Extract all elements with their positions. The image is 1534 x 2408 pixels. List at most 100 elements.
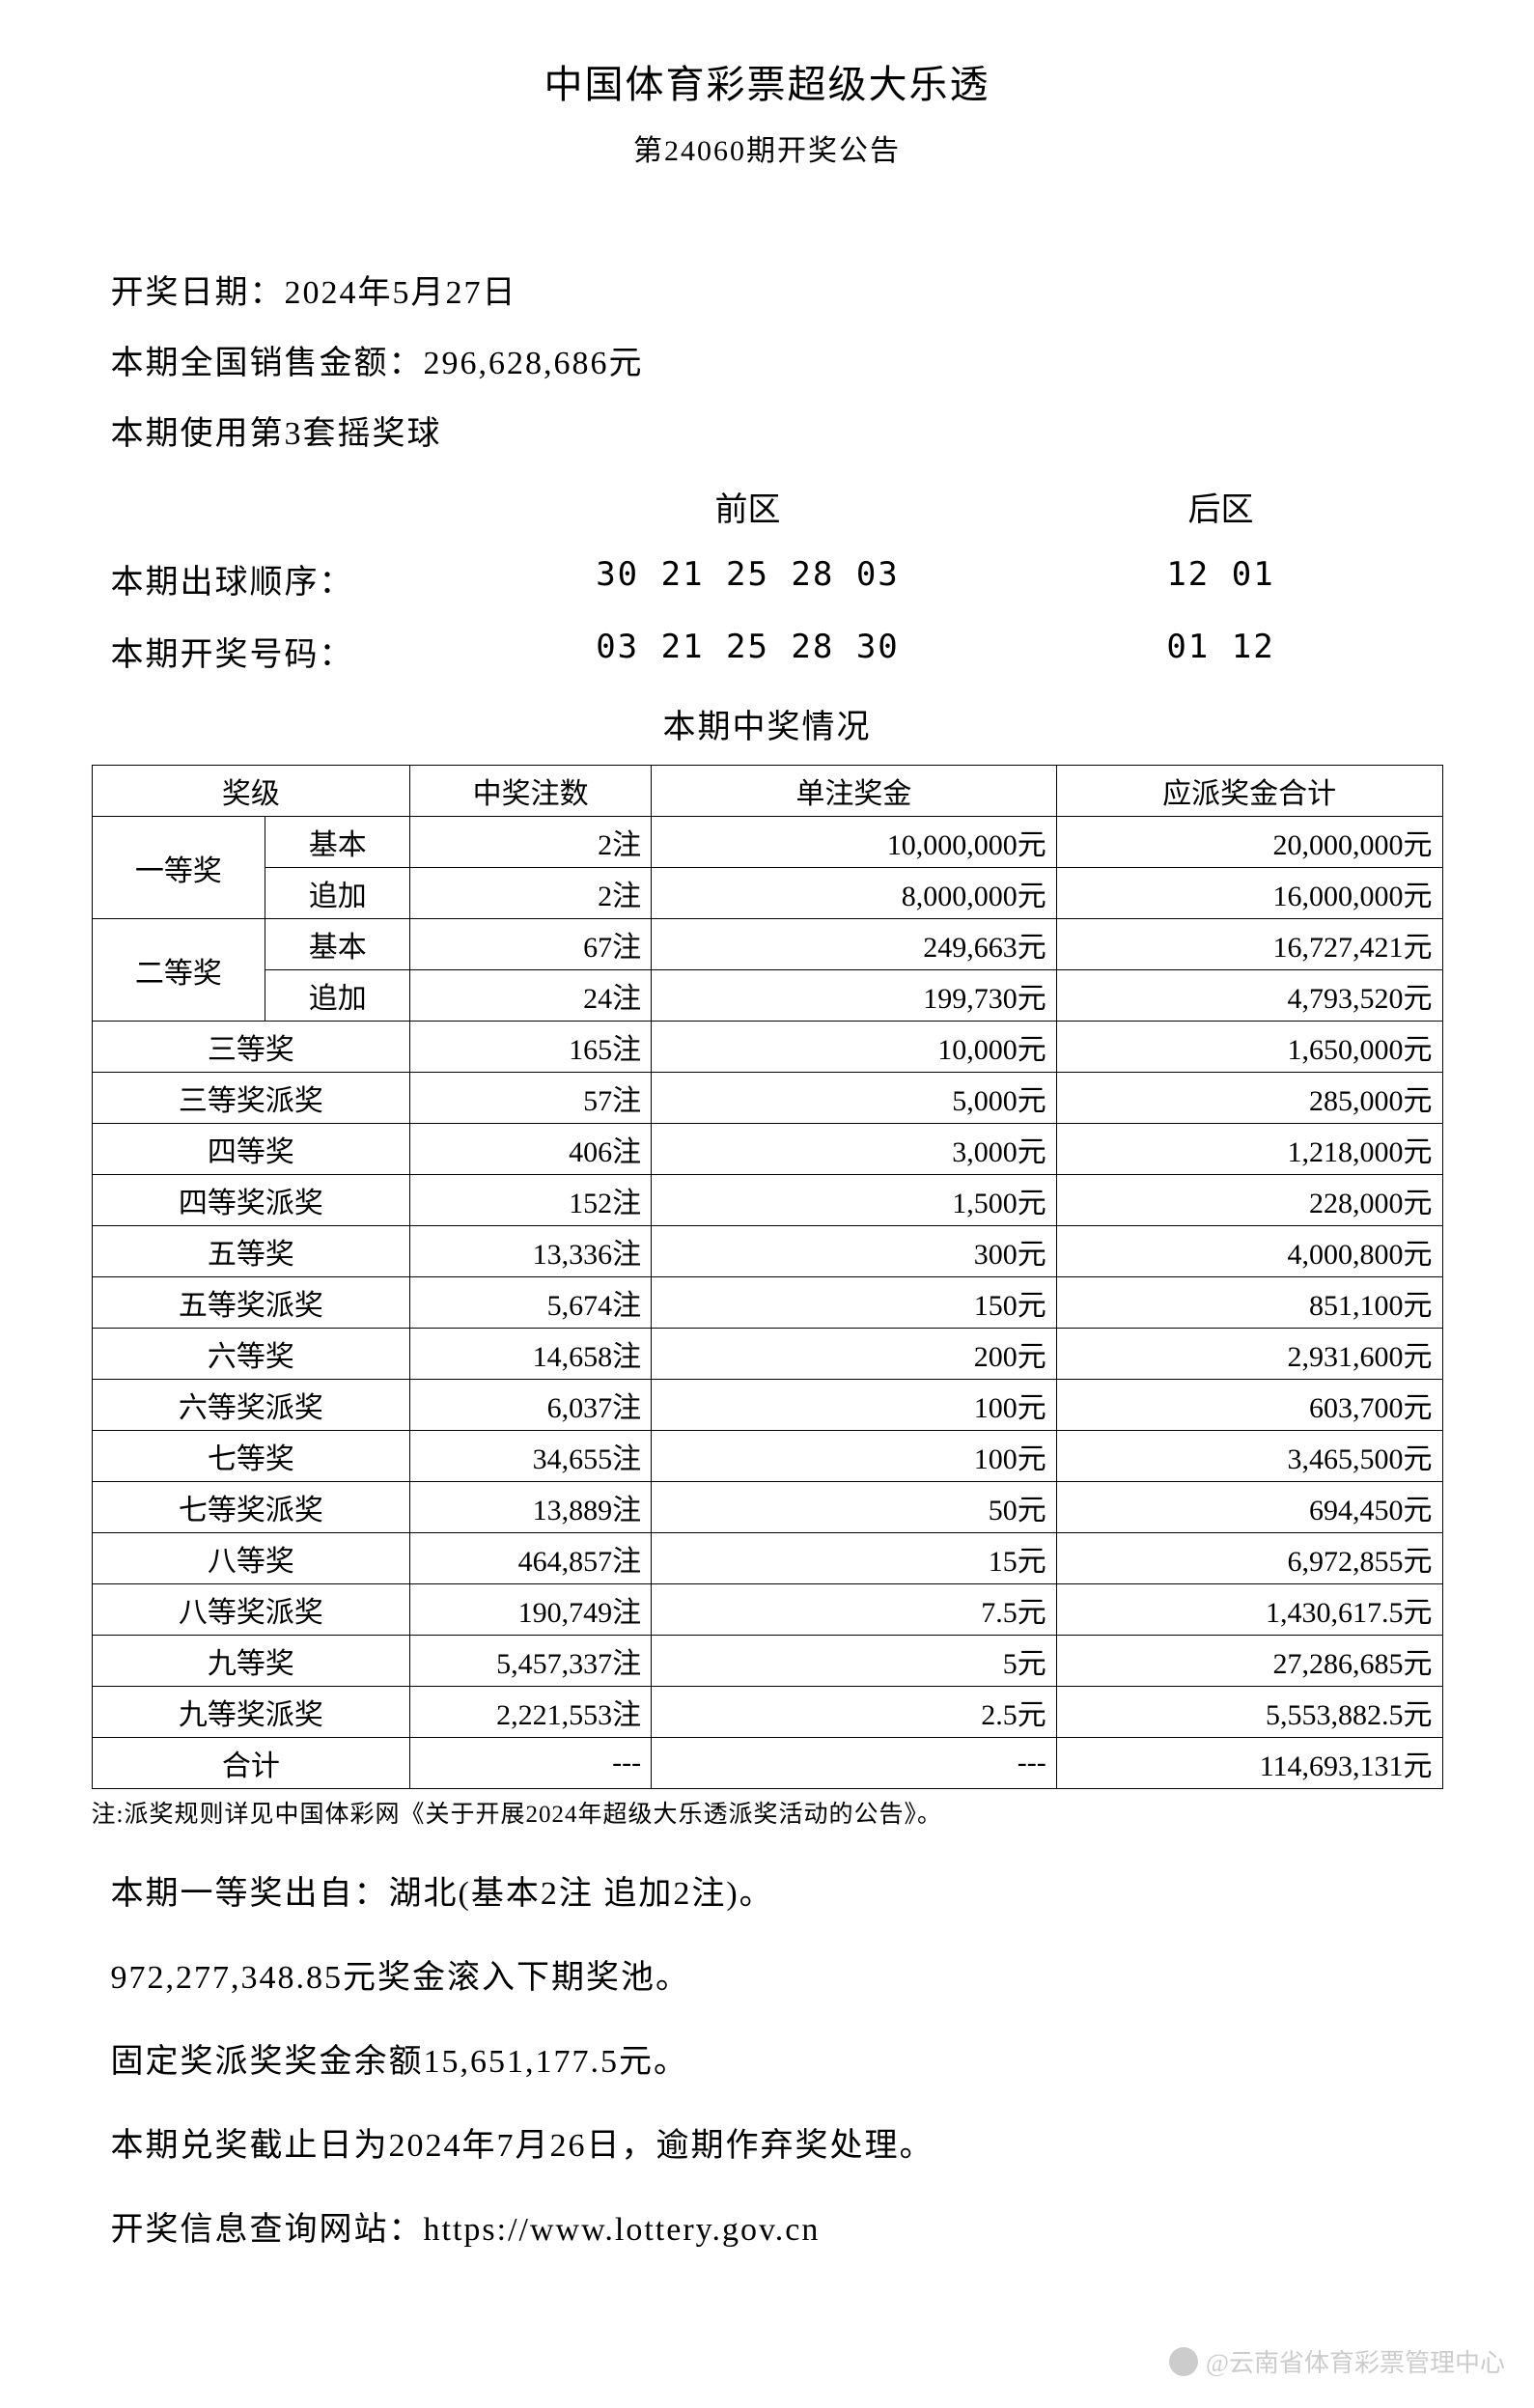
cell-level: 九等奖 <box>92 1636 410 1687</box>
cell-total: 1,218,000元 <box>1056 1124 1442 1175</box>
cell-total: 27,286,685元 <box>1056 1636 1442 1687</box>
cell-amount: 50元 <box>652 1482 1057 1533</box>
cell-amount: 200元 <box>652 1329 1057 1380</box>
cell-count: 24注 <box>410 970 652 1022</box>
back-zone-label: 后区 <box>1018 483 1424 530</box>
footer-line-2: 972,277,348.85元奖金滚入下期奖池。 <box>92 1950 1443 1998</box>
table-row: 二等奖基本67注249,663元16,727,421元 <box>92 919 1442 970</box>
cell-level: 七等奖派奖 <box>92 1482 410 1533</box>
cell-total: 228,000元 <box>1056 1175 1442 1226</box>
footer-line-1: 本期一等奖出自：湖北(基本2注 追加2注)。 <box>92 1866 1443 1914</box>
cell-amount: 2.5元 <box>652 1687 1057 1738</box>
cell-total: 16,000,000元 <box>1056 868 1442 919</box>
cell-count: 406注 <box>410 1124 652 1175</box>
cell-amount: 3,000元 <box>652 1124 1057 1175</box>
col-header-total: 应派奖金合计 <box>1056 766 1442 817</box>
cell-count: 152注 <box>410 1175 652 1226</box>
cell-amount: 8,000,000元 <box>652 868 1057 919</box>
cell-count: 67注 <box>410 919 652 970</box>
cell-total: 16,727,421元 <box>1056 919 1442 970</box>
cell-total: 3,465,500元 <box>1056 1431 1442 1482</box>
cell-level: 四等奖派奖 <box>92 1175 410 1226</box>
cell-amount: 5,000元 <box>652 1073 1057 1124</box>
cell-count: 5,457,337注 <box>410 1636 652 1687</box>
table-row: 四等奖406注3,000元1,218,000元 <box>92 1124 1442 1175</box>
cell-amount: 10,000,000元 <box>652 817 1057 868</box>
draw-date: 开奖日期：2024年5月27日 <box>92 266 1443 313</box>
cell-total: 2,931,600元 <box>1056 1329 1442 1380</box>
table-row: 三等奖派奖57注5,000元285,000元 <box>92 1073 1442 1124</box>
table-row: 追加2注8,000,000元16,000,000元 <box>92 868 1442 919</box>
watermark: @云南省体育彩票管理中心 <box>1169 2343 1505 2379</box>
table-row: 八等奖派奖190,749注7.5元1,430,617.5元 <box>92 1584 1442 1636</box>
cell-sub: 基本 <box>265 919 410 970</box>
cell-count: 34,655注 <box>410 1431 652 1482</box>
cell-total: 694,450元 <box>1056 1482 1442 1533</box>
cell-level: 一等奖 <box>92 817 265 919</box>
cell-level: 九等奖派奖 <box>92 1687 410 1738</box>
cell-total: 5,553,882.5元 <box>1056 1687 1442 1738</box>
table-row: 六等奖派奖6,037注100元603,700元 <box>92 1380 1442 1431</box>
cell-total: 603,700元 <box>1056 1380 1442 1431</box>
table-title: 本期中奖情况 <box>92 700 1443 747</box>
cell-sub: 追加 <box>265 868 410 919</box>
cell-count: 57注 <box>410 1073 652 1124</box>
cell-amount: 100元 <box>652 1380 1057 1431</box>
draw-order-back: 12 01 <box>1018 555 1424 602</box>
table-row: 四等奖派奖152注1,500元228,000元 <box>92 1175 1442 1226</box>
cell-total: 4,793,520元 <box>1056 970 1442 1022</box>
cell-amount: 10,000元 <box>652 1022 1057 1073</box>
numbers-section: 前区 后区 本期出球顺序： 30 21 25 28 03 12 01 本期开奖号… <box>92 483 1443 675</box>
cell-total: 114,693,131元 <box>1056 1738 1442 1789</box>
prize-table: 奖级 中奖注数 单注奖金 应派奖金合计 一等奖基本2注10,000,000元20… <box>92 765 1443 1789</box>
cell-total: 6,972,855元 <box>1056 1533 1442 1584</box>
table-row: 七等奖34,655注100元3,465,500元 <box>92 1431 1442 1482</box>
cell-amount: 7.5元 <box>652 1584 1057 1636</box>
cell-amount: --- <box>652 1738 1057 1789</box>
cell-count: 2,221,553注 <box>410 1687 652 1738</box>
table-note: 注:派奖规则详见中国体彩网《关于开展2024年超级大乐透派奖活动的公告》。 <box>92 1795 1443 1830</box>
cell-amount: 100元 <box>652 1431 1057 1482</box>
cell-count: 2注 <box>410 817 652 868</box>
cell-sub: 基本 <box>265 817 410 868</box>
cell-level: 二等奖 <box>92 919 265 1022</box>
cell-count: 13,889注 <box>410 1482 652 1533</box>
table-row: 八等奖464,857注15元6,972,855元 <box>92 1533 1442 1584</box>
table-row: 九等奖派奖2,221,553注2.5元5,553,882.5元 <box>92 1687 1442 1738</box>
table-row: 九等奖5,457,337注5元27,286,685元 <box>92 1636 1442 1687</box>
cell-level: 五等奖派奖 <box>92 1277 410 1329</box>
cell-count: 464,857注 <box>410 1533 652 1584</box>
ball-set: 本期使用第3套摇奖球 <box>92 406 1443 454</box>
cell-level: 八等奖派奖 <box>92 1584 410 1636</box>
footer-line-3: 固定奖派奖奖金余额15,651,177.5元。 <box>92 2034 1443 2082</box>
table-row: 五等奖派奖5,674注150元851,100元 <box>92 1277 1442 1329</box>
cell-count: 190,749注 <box>410 1584 652 1636</box>
footer-line-4: 本期兑奖截止日为2024年7月26日，逾期作弃奖处理。 <box>92 2118 1443 2166</box>
draw-order-front: 30 21 25 28 03 <box>478 555 1018 602</box>
cell-amount: 5元 <box>652 1636 1057 1687</box>
draw-order-label: 本期出球顺序： <box>92 555 478 602</box>
cell-count: --- <box>410 1738 652 1789</box>
cell-level: 三等奖派奖 <box>92 1073 410 1124</box>
cell-level: 六等奖派奖 <box>92 1380 410 1431</box>
cell-sub: 追加 <box>265 970 410 1022</box>
cell-amount: 1,500元 <box>652 1175 1057 1226</box>
table-row: 七等奖派奖13,889注50元694,450元 <box>92 1482 1442 1533</box>
cell-count: 14,658注 <box>410 1329 652 1380</box>
cell-level: 三等奖 <box>92 1022 410 1073</box>
cell-total: 4,000,800元 <box>1056 1226 1442 1277</box>
cell-amount: 150元 <box>652 1277 1057 1329</box>
cell-level: 五等奖 <box>92 1226 410 1277</box>
cell-count: 6,037注 <box>410 1380 652 1431</box>
cell-amount: 15元 <box>652 1533 1057 1584</box>
cell-amount: 249,663元 <box>652 919 1057 970</box>
front-zone-label: 前区 <box>478 483 1018 530</box>
table-row: 五等奖13,336注300元4,000,800元 <box>92 1226 1442 1277</box>
table-row: 六等奖14,658注200元2,931,600元 <box>92 1329 1442 1380</box>
cell-level: 八等奖 <box>92 1533 410 1584</box>
watermark-text: @云南省体育彩票管理中心 <box>1206 2343 1505 2379</box>
winning-front: 03 21 25 28 30 <box>478 628 1018 675</box>
cell-count: 2注 <box>410 868 652 919</box>
sales-amount: 本期全国销售金额：296,628,686元 <box>92 336 1443 383</box>
cell-level: 四等奖 <box>92 1124 410 1175</box>
